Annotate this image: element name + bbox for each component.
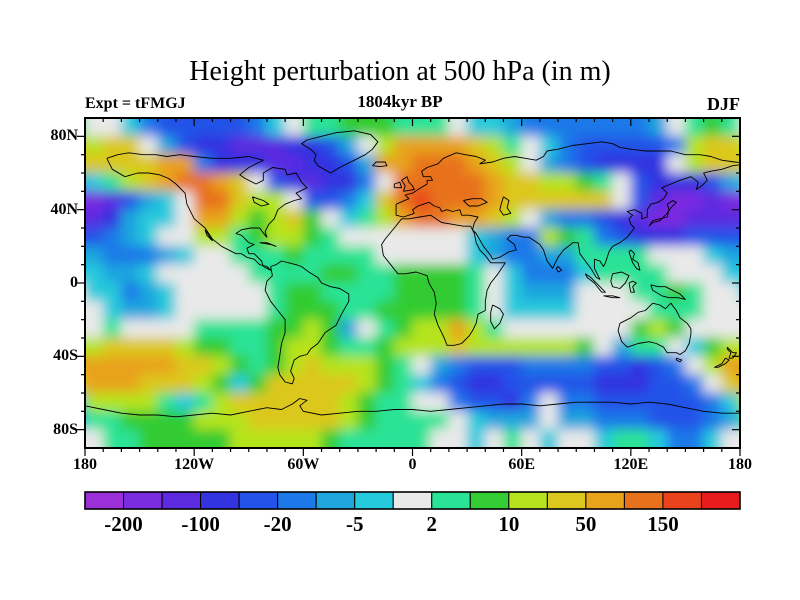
colorbar-cell <box>392 491 433 510</box>
colorbar-cell <box>585 491 625 510</box>
colorbar-cell <box>161 491 202 510</box>
y-tick-label: 80S <box>53 420 78 438</box>
colorbar-cell <box>238 491 279 510</box>
x-tick-label: 180 <box>728 456 752 473</box>
colorbar-tick-label: 2 <box>426 512 438 536</box>
x-tick-label: 0 <box>408 456 417 473</box>
colorbar-cell <box>546 491 587 510</box>
colorbar-cell <box>469 491 510 510</box>
experiment-label: Expt = tFMGJ <box>85 95 186 112</box>
y-tick-label: 80N <box>50 127 78 145</box>
colorbar-tick-label: -5 <box>345 512 364 536</box>
colorbar-frame <box>84 491 741 510</box>
colorbar <box>84 491 741 510</box>
x-tick-label: 120E <box>613 456 649 473</box>
y-tick-label: 40S <box>53 347 78 365</box>
season-label: DJF <box>707 94 740 114</box>
x-tick-label: 60W <box>287 456 320 473</box>
colorbar-cell <box>123 491 163 510</box>
colorbar-cell <box>200 491 240 510</box>
field-layer <box>85 118 740 448</box>
colorbar-cell <box>508 491 548 510</box>
chart-subtitle: 1804kyr BP <box>357 92 443 111</box>
map-frame <box>84 117 741 449</box>
colorbar-cell <box>623 491 664 510</box>
y-tick-label: 0 <box>70 274 78 291</box>
colorbar-cell <box>277 491 317 510</box>
colorbar-tick-label: 10 <box>498 512 520 536</box>
colorbar-cell <box>354 491 394 510</box>
colorbar-cell <box>431 491 471 510</box>
x-tick-label: 120W <box>174 456 215 473</box>
colorbar-cell <box>315 491 356 510</box>
colorbar-tick-label: -20 <box>263 512 292 536</box>
coastlines-layer <box>85 130 740 418</box>
colorbar-tick-label: -200 <box>104 512 143 536</box>
coastline-path <box>85 130 740 418</box>
x-tick-label: 60E <box>508 456 535 473</box>
chart-title: Height perturbation at 500 hPa (in m) <box>189 56 611 87</box>
colorbar-cell <box>84 491 125 510</box>
y-tick-label: 40N <box>50 200 78 218</box>
colorbar-cell <box>662 491 702 510</box>
colorbar-cell <box>700 491 741 510</box>
colorbar-tick-label: -100 <box>181 512 220 536</box>
x-tick-label: 180 <box>73 456 97 473</box>
colorbar-tick-label: 150 <box>647 512 679 536</box>
colorbar-tick-label: 50 <box>575 512 597 536</box>
